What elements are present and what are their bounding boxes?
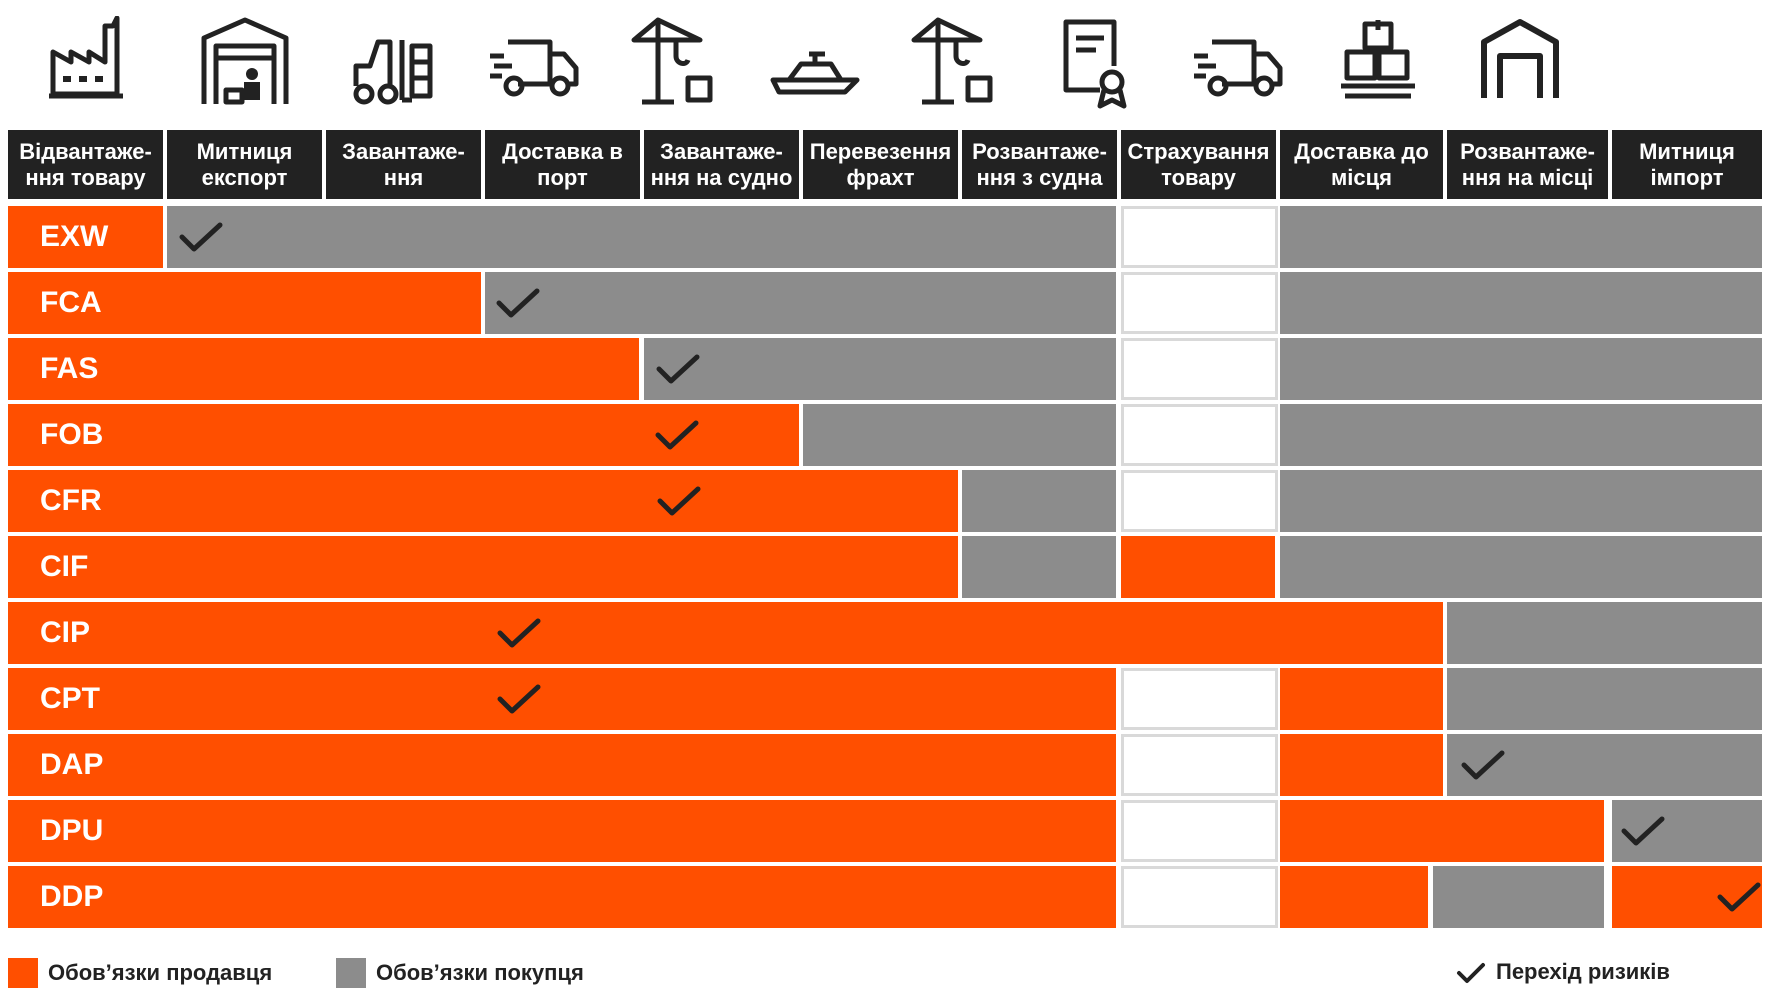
seller-obligation-bar xyxy=(1280,668,1443,730)
buyer-obligation-bar xyxy=(1280,536,1762,598)
legend-seller-label: Обов’язки продавця xyxy=(48,960,273,985)
certificate-icon xyxy=(1026,16,1166,116)
insurance-empty-cell xyxy=(1121,404,1278,466)
seller-obligation-bar xyxy=(8,866,1116,928)
header-export-customs: Митниця експорт xyxy=(167,130,322,199)
risk-transfer-check-icon xyxy=(1461,750,1505,780)
header-loading-on-vessel: Завантаже- ння на судно xyxy=(644,130,799,199)
legend-seller-swatch xyxy=(8,958,38,988)
header-freight: Перевезення фрахт xyxy=(803,130,958,199)
header-delivery-to-port: Доставка в порт xyxy=(485,130,640,199)
insurance-empty-cell xyxy=(1121,470,1278,532)
buyer-obligation-bar xyxy=(644,338,1116,400)
buyer-obligation-bar xyxy=(1612,800,1762,862)
delivery-truck-icon xyxy=(1168,16,1308,116)
incoterm-code: CIF xyxy=(40,550,89,583)
risk-transfer-check-icon xyxy=(1621,816,1665,846)
legend-check-icon xyxy=(1457,963,1485,983)
seller-obligation-bar xyxy=(8,668,1116,730)
buyer-obligation-bar xyxy=(803,404,1116,466)
seller-obligation-bar xyxy=(8,602,1443,664)
risk-transfer-check-icon xyxy=(656,354,700,384)
buyer-obligation-bar xyxy=(962,470,1116,532)
seller-obligation-bar xyxy=(1280,866,1428,928)
insurance-empty-cell xyxy=(1121,206,1278,268)
risk-transfer-check-icon xyxy=(1717,882,1761,912)
buyer-obligation-bar xyxy=(1280,272,1762,334)
insurance-empty-cell xyxy=(1121,668,1278,730)
legend-buyer-label: Обов’язки покупця xyxy=(376,960,584,985)
factory-icon xyxy=(17,16,157,116)
insurance-empty-cell xyxy=(1121,800,1278,862)
incoterm-code: CPT xyxy=(40,682,100,715)
buyer-obligation-bar xyxy=(485,272,1116,334)
insurance-empty-cell xyxy=(1121,866,1278,928)
buyer-obligation-bar xyxy=(1447,668,1762,730)
incoterm-code: EXW xyxy=(40,220,109,253)
risk-transfer-check-icon xyxy=(179,222,223,252)
incoterm-code: CFR xyxy=(40,484,102,517)
seller-obligation-bar xyxy=(1280,734,1443,796)
buyer-obligation-bar xyxy=(1447,602,1762,664)
header-insurance: Страхування товару xyxy=(1121,130,1276,199)
incoterm-code: FOB xyxy=(40,418,104,451)
seller-obligation-bar xyxy=(8,206,163,268)
legend-risk-label: Перехід ризиків xyxy=(1496,959,1670,984)
header-unloading-from-vessel: Розвантаже- ння з судна xyxy=(962,130,1117,199)
incoterm-code: CIP xyxy=(40,616,91,649)
header-shipment: Відвантаже- ння товару xyxy=(8,130,163,199)
incoterm-code: DPU xyxy=(40,814,104,847)
risk-transfer-check-icon xyxy=(655,420,699,450)
crane-icon xyxy=(885,16,1025,116)
seller-obligation-bar xyxy=(8,734,1116,796)
forklift-icon xyxy=(325,16,465,116)
seller-obligation-bar xyxy=(1612,866,1762,928)
seller-obligation-bar xyxy=(8,800,1116,862)
seller-obligation-bar xyxy=(1280,800,1604,862)
crane-icon xyxy=(605,16,745,116)
header-unloading-at-place: Розвантаже- ння на місці xyxy=(1447,130,1608,199)
ship-icon xyxy=(745,16,885,116)
incoterm-code: FAS xyxy=(40,352,99,385)
seller-obligation-bar xyxy=(8,470,958,532)
risk-transfer-check-icon xyxy=(657,486,701,516)
boxes-pallet-icon xyxy=(1309,16,1449,116)
buyer-obligation-bar xyxy=(1280,404,1762,466)
buyer-obligation-bar xyxy=(1280,206,1762,268)
customs-warehouse-icon xyxy=(175,16,315,116)
buyer-obligation-bar xyxy=(1447,734,1762,796)
insurance-empty-cell xyxy=(1121,272,1278,334)
header-import-customs: Митниця імпорт xyxy=(1612,130,1762,199)
buyer-obligation-bar xyxy=(1280,338,1762,400)
incoterm-code: DAP xyxy=(40,748,104,781)
delivery-truck-icon xyxy=(464,16,604,116)
risk-transfer-check-icon xyxy=(497,684,541,714)
seller-obligation-bar xyxy=(8,338,639,400)
buyer-obligation-bar xyxy=(1433,866,1604,928)
buyer-obligation-bar xyxy=(167,206,1116,268)
legend-buyer-swatch xyxy=(336,958,366,988)
buyer-obligation-bar xyxy=(1280,470,1762,532)
seller-obligation-bar xyxy=(1121,536,1275,598)
seller-obligation-bar xyxy=(8,536,958,598)
warehouse-icon xyxy=(1450,16,1590,116)
buyer-obligation-bar xyxy=(962,536,1116,598)
incoterm-code: DDP xyxy=(40,880,104,913)
seller-obligation-bar xyxy=(8,272,481,334)
risk-transfer-check-icon xyxy=(496,288,540,318)
risk-transfer-check-icon xyxy=(497,618,541,648)
insurance-empty-cell xyxy=(1121,338,1278,400)
seller-obligation-bar xyxy=(8,404,799,466)
header-loading: Завантаже- ння xyxy=(326,130,481,199)
insurance-empty-cell xyxy=(1121,734,1278,796)
incoterm-code: FCA xyxy=(40,286,102,319)
header-delivery-to-place: Доставка до місця xyxy=(1280,130,1443,199)
